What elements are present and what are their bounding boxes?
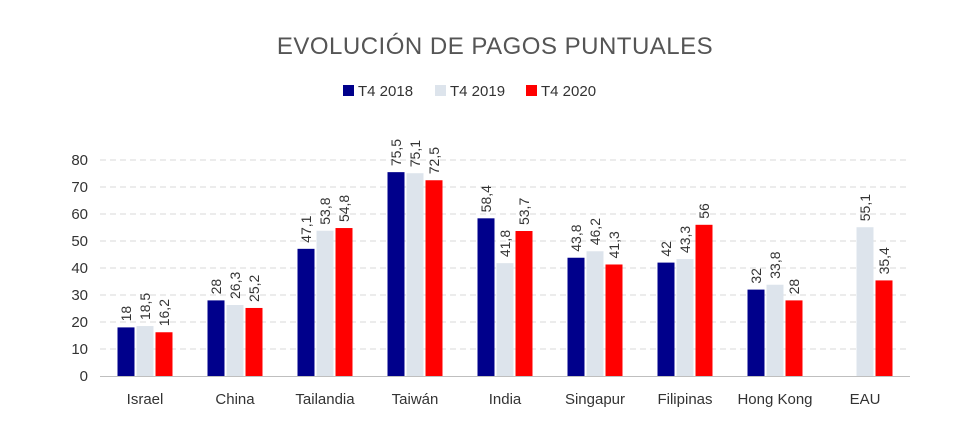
data-label: 28	[786, 279, 802, 295]
y-tick-label: 0	[80, 368, 88, 385]
bar-singapur-1	[586, 251, 604, 376]
data-label: 18,5	[137, 293, 153, 320]
data-label: 47,1	[298, 215, 314, 242]
x-axis: Israel China Tailandia Taiwán India Singapur F…	[127, 391, 881, 408]
data-label: 26,3	[227, 272, 243, 299]
data-label: 54,8	[336, 195, 352, 222]
x-category-label: India	[489, 391, 522, 408]
data-label: 43,8	[568, 224, 584, 251]
x-category-label: Filipinas	[657, 391, 712, 408]
data-label: 55,1	[857, 194, 873, 221]
data-label: 75,1	[407, 140, 423, 167]
data-label: 32	[748, 268, 764, 284]
bar-eau-1	[856, 227, 874, 376]
data-label: 56	[696, 203, 712, 219]
bar-israel-1	[136, 326, 154, 376]
x-category-label: Tailandia	[295, 391, 355, 408]
bar-china-1	[226, 304, 244, 376]
data-label: 42	[658, 241, 674, 257]
data-labels: 18 18,5 16,228 26,3 25,247,153,8 54,875,5 75,1…	[118, 139, 892, 327]
bar-filipinas-0	[657, 262, 675, 376]
bar-india-0	[477, 218, 495, 376]
y-tick-label: 60	[71, 206, 88, 223]
y-tick-label: 10	[71, 341, 88, 358]
bar-india-2	[515, 231, 533, 376]
bar-filipinas-2	[695, 224, 713, 376]
bar-hong-kong-0	[747, 289, 765, 376]
legend-label-2019: T4 2019	[450, 83, 505, 100]
x-category-label: Taiwán	[392, 391, 439, 408]
legend-swatch-2019	[435, 85, 446, 96]
data-label: 43,3	[677, 226, 693, 253]
data-label: 18	[118, 306, 134, 322]
bar-taiwán-1	[406, 173, 424, 376]
bar-tailandia-1	[316, 230, 334, 376]
bar-filipinas-1	[676, 259, 694, 376]
bar-taiwán-2	[425, 180, 443, 376]
bar-singapur-0	[567, 257, 585, 376]
data-label: 16,2	[156, 299, 172, 326]
y-tick-label: 80	[71, 152, 88, 169]
bar-singapur-2	[605, 264, 623, 376]
legend: T4 2018 T4 2019 T4 2020	[343, 83, 596, 100]
bar-india-1	[496, 263, 514, 376]
x-category-label: Singapur	[565, 391, 625, 408]
data-label: 41,3	[606, 231, 622, 258]
bar-china-0	[207, 300, 225, 376]
chart-title: EVOLUCIÓN DE PAGOS PUNTUALES	[277, 33, 713, 60]
y-axis: 0 10 20 30 40 50 60 70 80	[71, 152, 88, 385]
y-tick-label: 70	[71, 179, 88, 196]
legend-label-2020: T4 2020	[541, 83, 596, 100]
data-label: 25,2	[246, 274, 262, 301]
data-label: 72,5	[426, 147, 442, 174]
bars	[117, 172, 893, 376]
bar-tailandia-2	[335, 228, 353, 376]
x-category-label: China	[215, 391, 255, 408]
bar-hong-kong-2	[785, 300, 803, 376]
y-tick-label: 50	[71, 233, 88, 250]
data-label: 35,4	[876, 247, 892, 274]
bar-taiwán-0	[387, 172, 405, 376]
x-category-label: Israel	[127, 391, 164, 408]
data-label: 75,5	[388, 139, 404, 166]
legend-swatch-2020	[526, 85, 537, 96]
data-label: 58,4	[478, 185, 494, 212]
bar-israel-0	[117, 327, 135, 376]
legend-swatch-2018	[343, 85, 354, 96]
x-category-label: EAU	[850, 391, 881, 408]
x-category-label: Hong Kong	[737, 391, 812, 408]
bar-tailandia-0	[297, 248, 315, 376]
data-label: 33,8	[767, 251, 783, 278]
bar-china-2	[245, 307, 263, 376]
y-tick-label: 30	[71, 287, 88, 304]
data-label: 53,8	[317, 197, 333, 224]
data-label: 53,7	[516, 198, 532, 225]
bar-israel-2	[155, 332, 173, 376]
data-label: 28	[208, 279, 224, 295]
y-tick-label: 40	[71, 260, 88, 277]
data-label: 41,8	[497, 230, 513, 257]
bar-hong-kong-1	[766, 284, 784, 376]
data-label: 46,2	[587, 218, 603, 245]
legend-label-2018: T4 2018	[358, 83, 413, 100]
bar-eau-2	[875, 280, 893, 376]
y-tick-label: 20	[71, 314, 88, 331]
